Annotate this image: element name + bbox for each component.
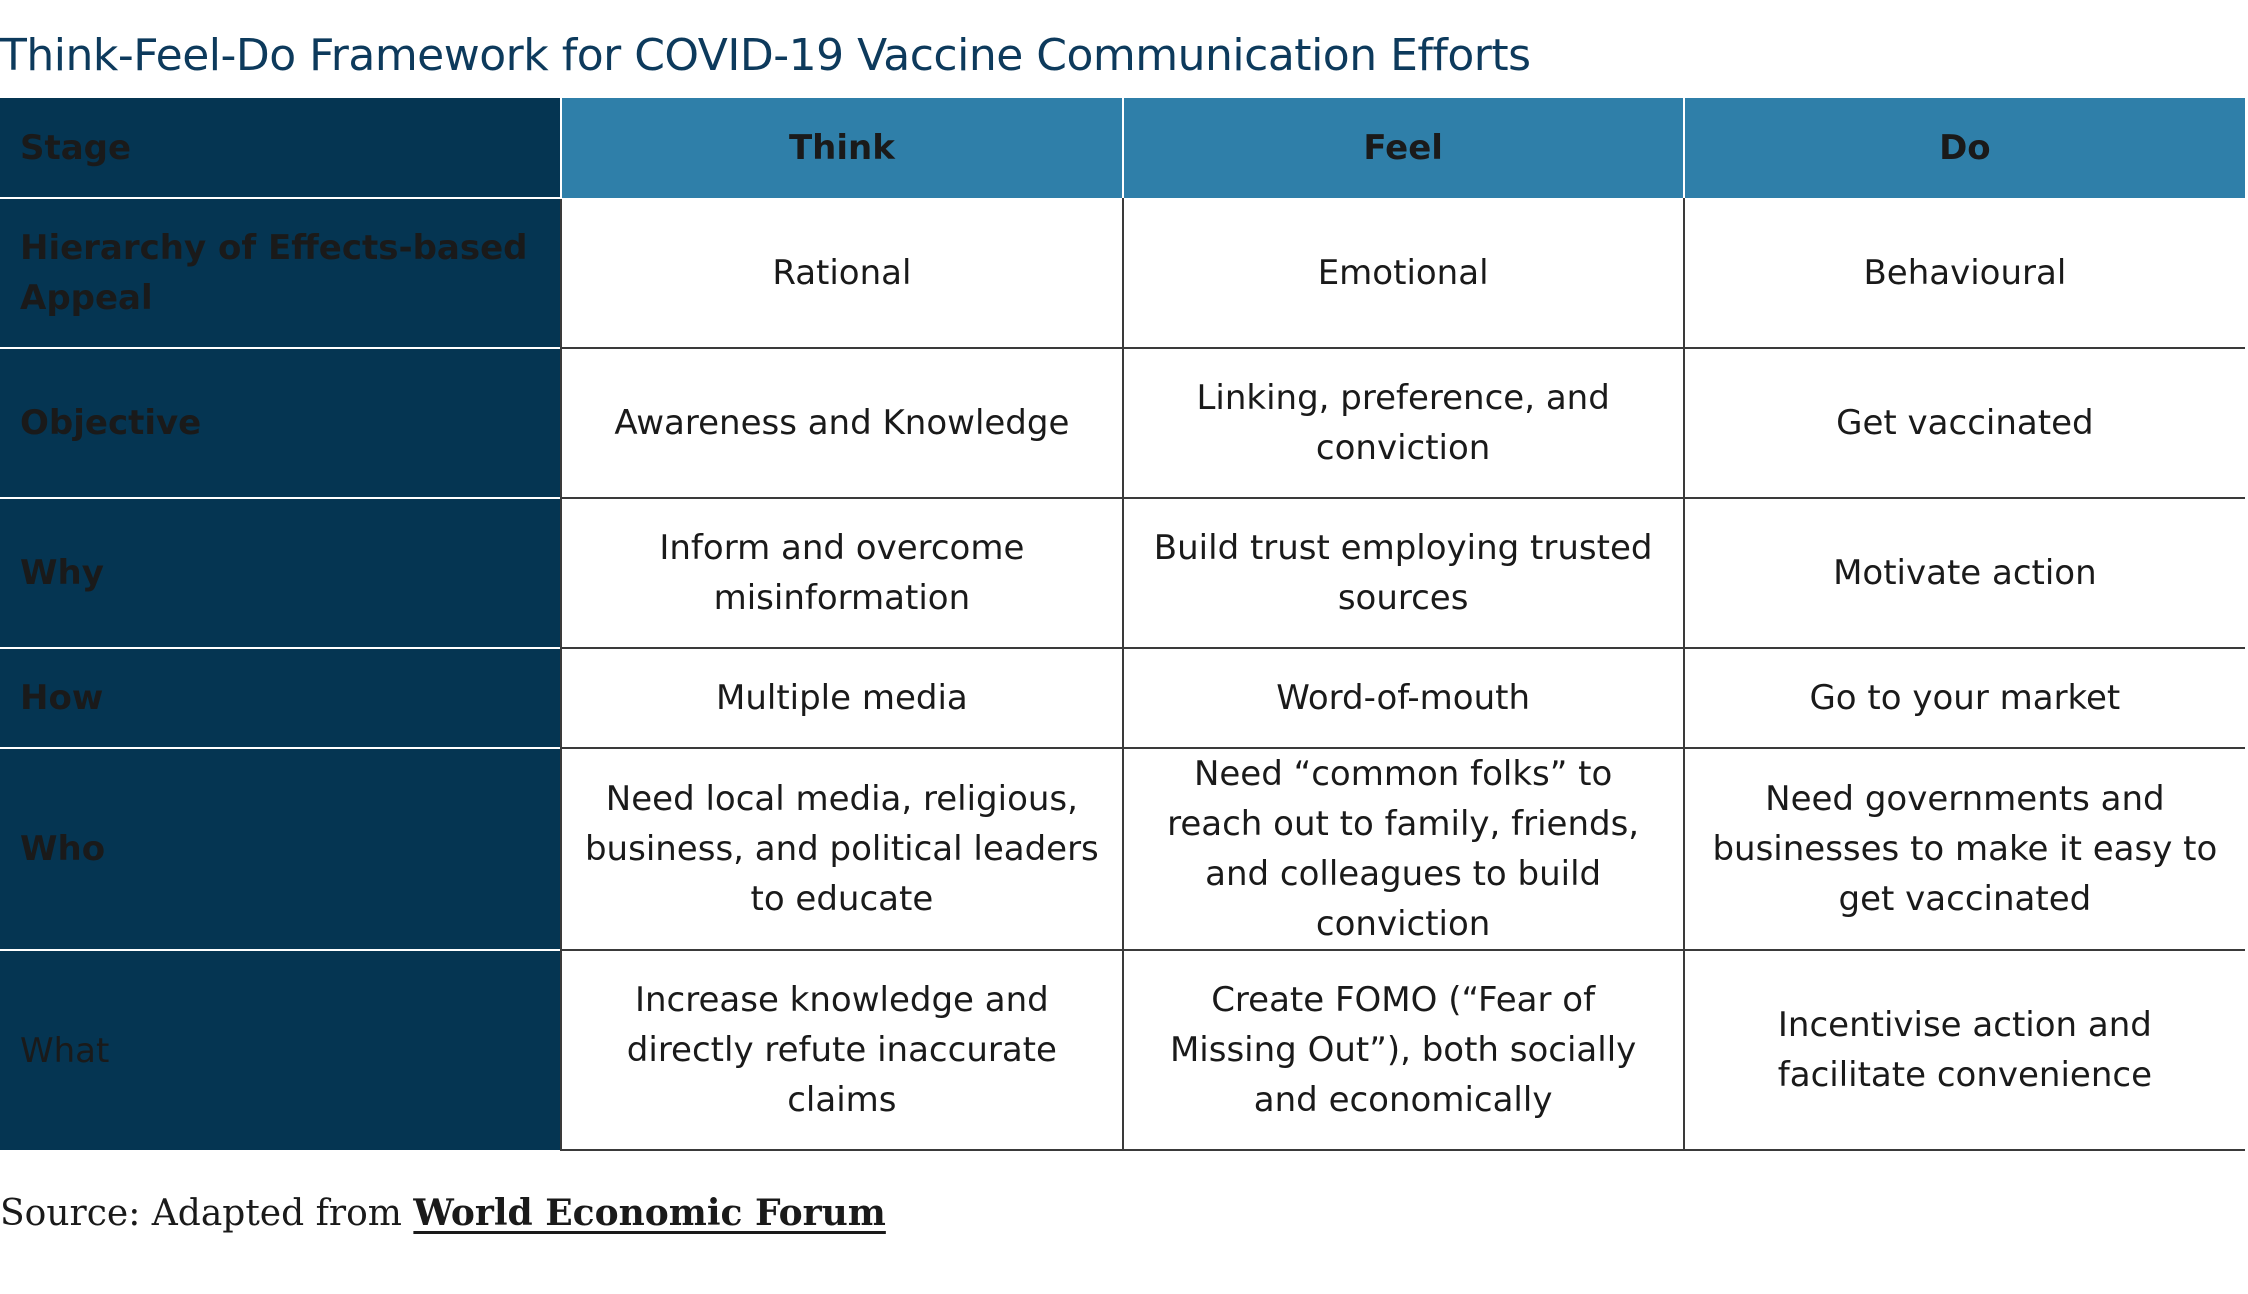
table-row: Hierarchy of Effects-based Appeal Ration… [0, 197, 2245, 349]
cell-feel: Create FOMO (“Fear of Missing Out”), bot… [1121, 950, 1684, 1151]
source-prefix: Source: Adapted from [0, 1193, 414, 1234]
cell-do: Need governments and businesses to make … [1682, 748, 2245, 951]
table-row: Who Need local media, religious, busines… [0, 747, 2245, 951]
cell-do: Motivate action [1682, 498, 2245, 649]
cell-feel: Linking, preference, and conviction [1121, 348, 1684, 499]
table-header-row: Stage Think Feel Do [0, 98, 2245, 198]
cell-think: Rational [560, 198, 1123, 349]
cell-feel: Need “common folks” to reach out to fami… [1121, 748, 1684, 951]
table-row: Objective Awareness and Knowledge Linkin… [0, 347, 2245, 499]
header-feel: Feel [1121, 98, 1684, 198]
cell-feel: Emotional [1121, 198, 1684, 349]
cell-think: Awareness and Knowledge [560, 348, 1123, 499]
page-title: Think-Feel-Do Framework for COVID-19 Vac… [0, 30, 1531, 81]
table-row: Why Inform and overcome misinformation B… [0, 497, 2245, 649]
header-think: Think [560, 98, 1123, 198]
cell-do: Behavioural [1682, 198, 2245, 349]
cell-think: Multiple media [560, 648, 1123, 749]
row-label-appeal: Hierarchy of Effects-based Appeal [0, 197, 562, 348]
row-label-objective: Objective [0, 347, 562, 498]
source-link[interactable]: World Economic Forum [413, 1192, 886, 1234]
framework-table: Stage Think Feel Do Hierarchy of Effects… [0, 98, 2245, 1151]
source-note: Source: Adapted from World Economic Foru… [0, 1192, 886, 1234]
cell-do: Get vaccinated [1682, 348, 2245, 499]
cell-think: Increase knowledge and directly refute i… [560, 950, 1123, 1151]
cell-feel: Build trust employing trusted sources [1121, 498, 1684, 649]
row-label-how: How [0, 647, 562, 748]
cell-feel: Word-of-mouth [1121, 648, 1684, 749]
cell-think: Inform and overcome misinformation [560, 498, 1123, 649]
header-do: Do [1682, 98, 2245, 198]
table-row: What Increase knowledge and directly ref… [0, 949, 2245, 1151]
cell-think: Need local media, religious, business, a… [560, 748, 1123, 951]
table-row: How Multiple media Word-of-mouth Go to y… [0, 647, 2245, 749]
cell-do: Go to your market [1682, 648, 2245, 749]
row-label-who: Who [0, 747, 562, 950]
header-stage: Stage [0, 98, 562, 198]
cell-do: Incentivise action and facilitate conven… [1682, 950, 2245, 1151]
row-label-what: What [0, 949, 562, 1150]
row-label-why: Why [0, 497, 562, 648]
